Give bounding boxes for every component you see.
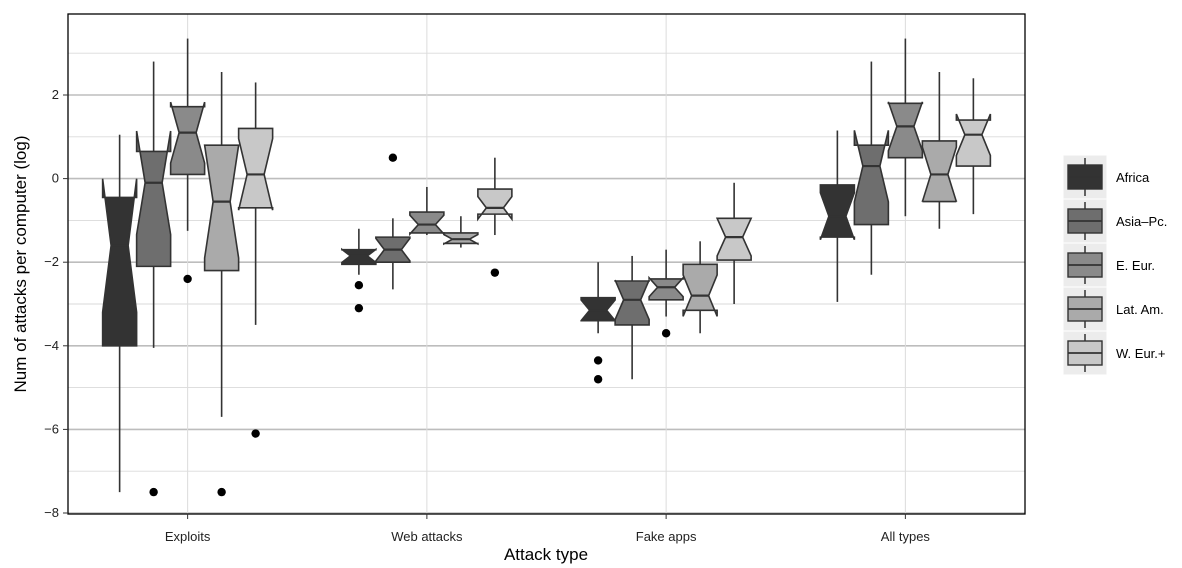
legend-entry: Africa	[1062, 154, 1150, 200]
box-body	[921, 140, 958, 203]
outlier-point	[183, 274, 192, 284]
y-axis: 2 0 −2 −4 −6 −8	[44, 87, 68, 520]
outlier-point	[388, 153, 398, 162]
x-tick-label: Web attacks	[391, 529, 463, 544]
outlier-point	[149, 487, 158, 497]
box-0	[101, 134, 138, 493]
box-0	[341, 228, 377, 313]
category-group	[580, 182, 753, 384]
box-body	[614, 279, 650, 326]
box-4	[955, 78, 992, 215]
box-1	[853, 61, 890, 275]
box-body	[682, 263, 718, 317]
y-tick-label: 0	[52, 171, 59, 186]
box-body	[955, 113, 992, 167]
category-group	[101, 38, 274, 497]
outlier-point	[490, 268, 500, 277]
legend-label: Africa	[1116, 170, 1150, 185]
x-axis-title: Attack type	[504, 545, 588, 564]
legend-label: E. Eur.	[1116, 258, 1155, 273]
x-tick-label: Exploits	[165, 529, 211, 544]
plot-frame	[67, 13, 1026, 515]
box-2	[887, 38, 924, 217]
legend: Africa Asia–Pc. E. Eur. Lat. Am. W. Eur.+	[1062, 154, 1167, 376]
y-tick-label: −6	[44, 421, 59, 436]
y-axis-title: Num of attacks per computer (log)	[11, 136, 30, 393]
box-body	[819, 184, 856, 241]
legend-entry: E. Eur.	[1062, 242, 1155, 288]
box-body	[715, 217, 753, 261]
box-4	[477, 157, 513, 277]
outlier-point	[354, 303, 364, 313]
box-1	[614, 255, 650, 380]
box-4	[237, 82, 274, 438]
box-body	[237, 127, 274, 211]
box-0	[819, 130, 856, 302]
box-body	[135, 130, 172, 268]
box-body	[648, 275, 684, 301]
box-4	[715, 182, 753, 304]
legend-label: W. Eur.+	[1116, 346, 1166, 361]
box-body	[203, 144, 240, 272]
box-body	[477, 188, 513, 222]
legend-entry: Lat. Am.	[1062, 286, 1164, 332]
category-group	[819, 38, 992, 302]
legend-label: Lat. Am.	[1116, 302, 1164, 317]
outlier-point	[354, 280, 364, 290]
x-tick-label: All types	[881, 529, 931, 544]
box-0	[580, 262, 616, 384]
box-body	[101, 178, 138, 347]
box-2	[648, 249, 684, 338]
y-tick-label: −2	[44, 254, 59, 269]
box-groups	[101, 38, 992, 497]
x-tick-label: Fake apps	[636, 529, 697, 544]
y-tick-label: −4	[44, 338, 59, 353]
outlier-point	[593, 375, 603, 384]
box-3	[682, 241, 718, 334]
legend-entry: Asia–Pc.	[1062, 198, 1167, 244]
outlier-point	[593, 356, 603, 365]
outlier-point	[217, 487, 226, 497]
box-body	[853, 130, 890, 226]
box-body	[887, 101, 924, 159]
box-1	[135, 61, 172, 497]
category-group	[341, 153, 513, 313]
box-3	[203, 72, 240, 497]
box-1	[375, 153, 411, 290]
outlier-point	[661, 329, 671, 338]
y-tick-label: 2	[52, 87, 59, 102]
legend-entry: W. Eur.+	[1062, 330, 1166, 376]
outlier-point	[251, 429, 260, 438]
box-3	[443, 216, 479, 248]
box-2	[169, 38, 206, 284]
box-body	[169, 101, 206, 176]
legend-label: Asia–Pc.	[1116, 214, 1167, 229]
y-tick-label: −8	[44, 505, 59, 520]
x-axis: Exploits Web attacks Fake apps All types	[165, 514, 931, 544]
box-3	[921, 72, 958, 229]
